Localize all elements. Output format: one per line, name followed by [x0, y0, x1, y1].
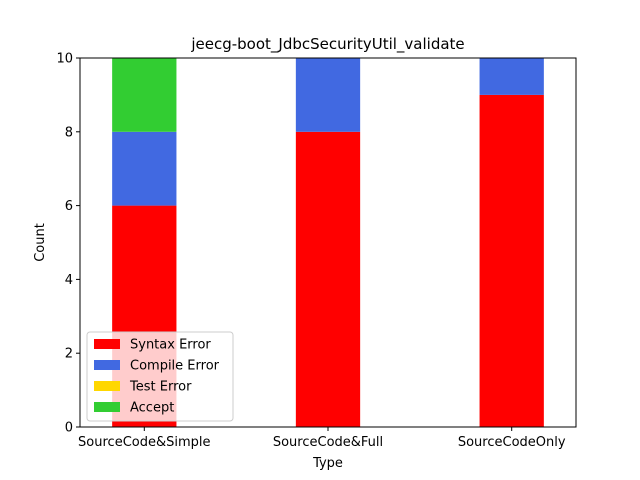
legend-swatch-test-error: [94, 381, 120, 391]
bar-accept-sourcecode-simple: [112, 58, 177, 132]
bar-syntax-error-sourcecode-full: [295, 131, 361, 428]
y-tick-label: 4: [65, 273, 73, 288]
bar-compile-error-sourcecode-full: [295, 58, 361, 132]
bar-compile-error-sourcecodeonly: [479, 58, 544, 95]
bars-layer: [112, 58, 544, 428]
x-axis: SourceCode&Simple SourceCode&Full SourceCo…: [78, 427, 566, 450]
y-tick-label: 2: [65, 347, 73, 362]
y-tick-label: 0: [65, 421, 73, 436]
legend-label-syntax-error: Syntax Error: [130, 338, 211, 353]
y-tick-label: 8: [65, 125, 73, 140]
legend-box: [86, 331, 234, 422]
bar-compile-error-sourcecode-simple: [112, 131, 177, 206]
legend: Syntax Error Compile Error Test Error Accep…: [86, 331, 234, 422]
legend-swatch-syntax-error: [94, 339, 120, 349]
bar-syntax-error-sourcecodeonly: [479, 94, 544, 428]
legend-label-compile-error: Compile Error: [130, 359, 220, 374]
legend-label-test-error: Test Error: [129, 380, 192, 395]
y-tick-label: 6: [65, 199, 73, 214]
x-axis-label: Type: [312, 456, 343, 471]
y-axis: 0 2 4 6 8 10: [56, 52, 80, 436]
legend-label-accept: Accept: [130, 401, 174, 416]
x-tick-label: SourceCodeOnly: [458, 435, 566, 450]
y-tick-label: 10: [56, 52, 73, 67]
legend-swatch-accept: [94, 402, 120, 412]
y-axis-label: Count: [33, 223, 48, 262]
x-tick-label: SourceCode&Full: [273, 435, 383, 450]
x-tick-label: SourceCode&Simple: [78, 435, 210, 450]
chart-title: jeecg-boot_JdbcSecurityUtil_validate: [190, 35, 464, 54]
legend-swatch-compile-error: [94, 360, 120, 370]
